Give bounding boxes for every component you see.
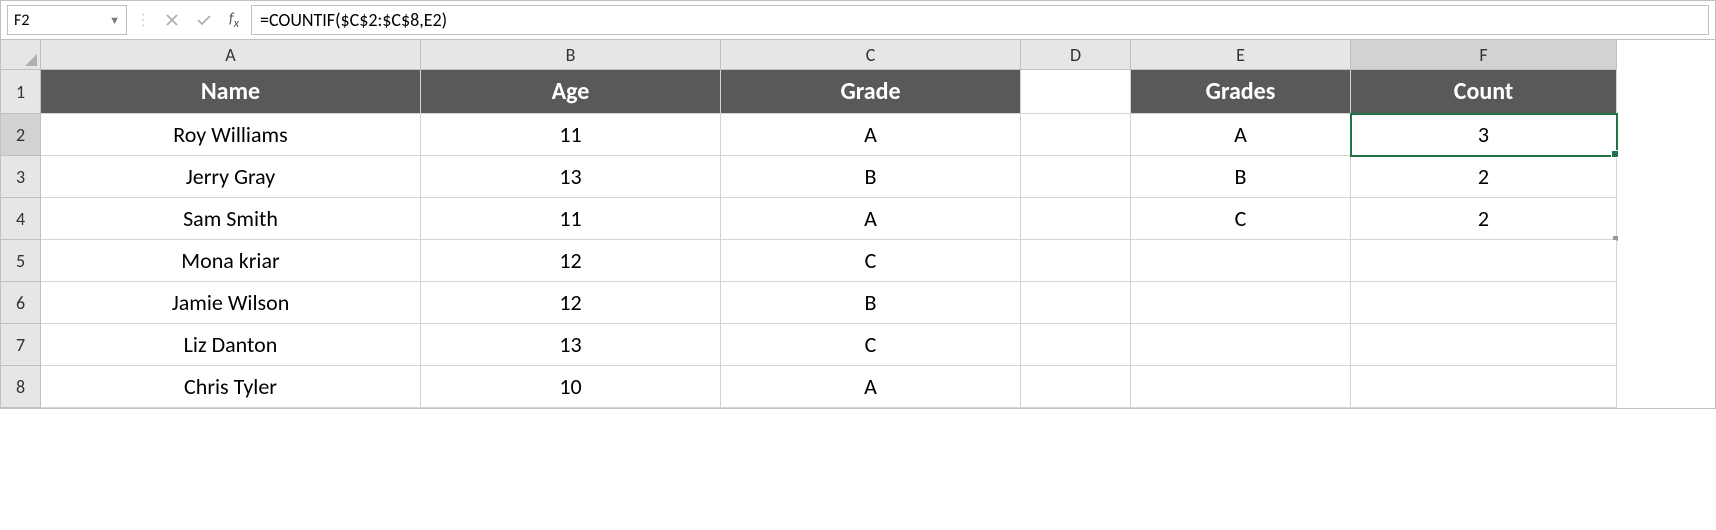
column-header-B[interactable]: B	[421, 40, 721, 70]
cell-E4[interactable]: C	[1131, 198, 1351, 240]
cell-E6[interactable]	[1131, 282, 1351, 324]
cell-A8[interactable]: Chris Tyler	[41, 366, 421, 408]
row-header-6[interactable]: 6	[1, 282, 41, 324]
cell-F7[interactable]	[1351, 324, 1617, 366]
cell-A3[interactable]: Jerry Gray	[41, 156, 421, 198]
cell-E5[interactable]	[1131, 240, 1351, 282]
cell-C4[interactable]: A	[721, 198, 1021, 240]
cell-D1[interactable]	[1021, 70, 1131, 114]
cell-ref: F2	[14, 11, 29, 30]
cell-B4[interactable]: 11	[421, 198, 721, 240]
cell-D3[interactable]	[1021, 156, 1131, 198]
fx-icon[interactable]: fx	[223, 10, 245, 31]
separator: ⋮	[133, 10, 153, 30]
cell-A6[interactable]: Jamie Wilson	[41, 282, 421, 324]
column-header-E[interactable]: E	[1131, 40, 1351, 70]
cell-F2[interactable]: 3	[1351, 114, 1617, 156]
cell-D4[interactable]	[1021, 198, 1131, 240]
formula-input[interactable]	[251, 5, 1709, 35]
cell-C8[interactable]: A	[721, 366, 1021, 408]
cell-B8[interactable]: 10	[421, 366, 721, 408]
cell-C5[interactable]: C	[721, 240, 1021, 282]
cell-C2[interactable]: A	[721, 114, 1021, 156]
cell-C6[interactable]: B	[721, 282, 1021, 324]
cell-B5[interactable]: 12	[421, 240, 721, 282]
cell-E2[interactable]: A	[1131, 114, 1351, 156]
cell-A5[interactable]: Mona kriar	[41, 240, 421, 282]
cell-B1[interactable]: Age	[421, 70, 721, 114]
cell-D5[interactable]	[1021, 240, 1131, 282]
select-all-corner[interactable]	[1, 40, 41, 70]
column-header-D[interactable]: D	[1021, 40, 1131, 70]
formula-bar: F2 ▼ ⋮ fx	[0, 0, 1716, 40]
name-box[interactable]: F2 ▼	[7, 5, 127, 35]
cell-C7[interactable]: C	[721, 324, 1021, 366]
row-header-2[interactable]: 2	[1, 114, 41, 156]
enter-icon[interactable]	[191, 7, 217, 33]
row-header-4[interactable]: 4	[1, 198, 41, 240]
column-header-F[interactable]: F	[1351, 40, 1617, 70]
cell-D2[interactable]	[1021, 114, 1131, 156]
cell-A2[interactable]: Roy Williams	[41, 114, 421, 156]
spreadsheet-grid: ABCDEF 1NameAgeGradeGradesCount2Roy Will…	[0, 40, 1716, 409]
column-header-A[interactable]: A	[41, 40, 421, 70]
cell-A4[interactable]: Sam Smith	[41, 198, 421, 240]
cell-E8[interactable]	[1131, 366, 1351, 408]
cell-F1[interactable]: Count	[1351, 70, 1617, 114]
cell-A1[interactable]: Name	[41, 70, 421, 114]
cell-F3[interactable]: 2	[1351, 156, 1617, 198]
cell-C3[interactable]: B	[721, 156, 1021, 198]
row-header-5[interactable]: 5	[1, 240, 41, 282]
cell-B7[interactable]: 13	[421, 324, 721, 366]
chevron-down-icon[interactable]: ▼	[109, 14, 120, 27]
row-header-8[interactable]: 8	[1, 366, 41, 408]
cell-B2[interactable]: 11	[421, 114, 721, 156]
cell-F5[interactable]	[1351, 240, 1617, 282]
column-headers: ABCDEF	[1, 40, 1715, 70]
cell-D8[interactable]	[1021, 366, 1131, 408]
cell-D7[interactable]	[1021, 324, 1131, 366]
row-header-7[interactable]: 7	[1, 324, 41, 366]
column-header-C[interactable]: C	[721, 40, 1021, 70]
row-header-1[interactable]: 1	[1, 70, 41, 114]
cell-F6[interactable]	[1351, 282, 1617, 324]
cell-E3[interactable]: B	[1131, 156, 1351, 198]
cell-F8[interactable]	[1351, 366, 1617, 408]
cell-E1[interactable]: Grades	[1131, 70, 1351, 114]
cell-A7[interactable]: Liz Danton	[41, 324, 421, 366]
row-header-3[interactable]: 3	[1, 156, 41, 198]
cell-F4[interactable]: 2	[1351, 198, 1617, 240]
cell-D6[interactable]	[1021, 282, 1131, 324]
cell-E7[interactable]	[1131, 324, 1351, 366]
cancel-icon[interactable]	[159, 7, 185, 33]
cell-B6[interactable]: 12	[421, 282, 721, 324]
cell-B3[interactable]: 13	[421, 156, 721, 198]
cell-C1[interactable]: Grade	[721, 70, 1021, 114]
